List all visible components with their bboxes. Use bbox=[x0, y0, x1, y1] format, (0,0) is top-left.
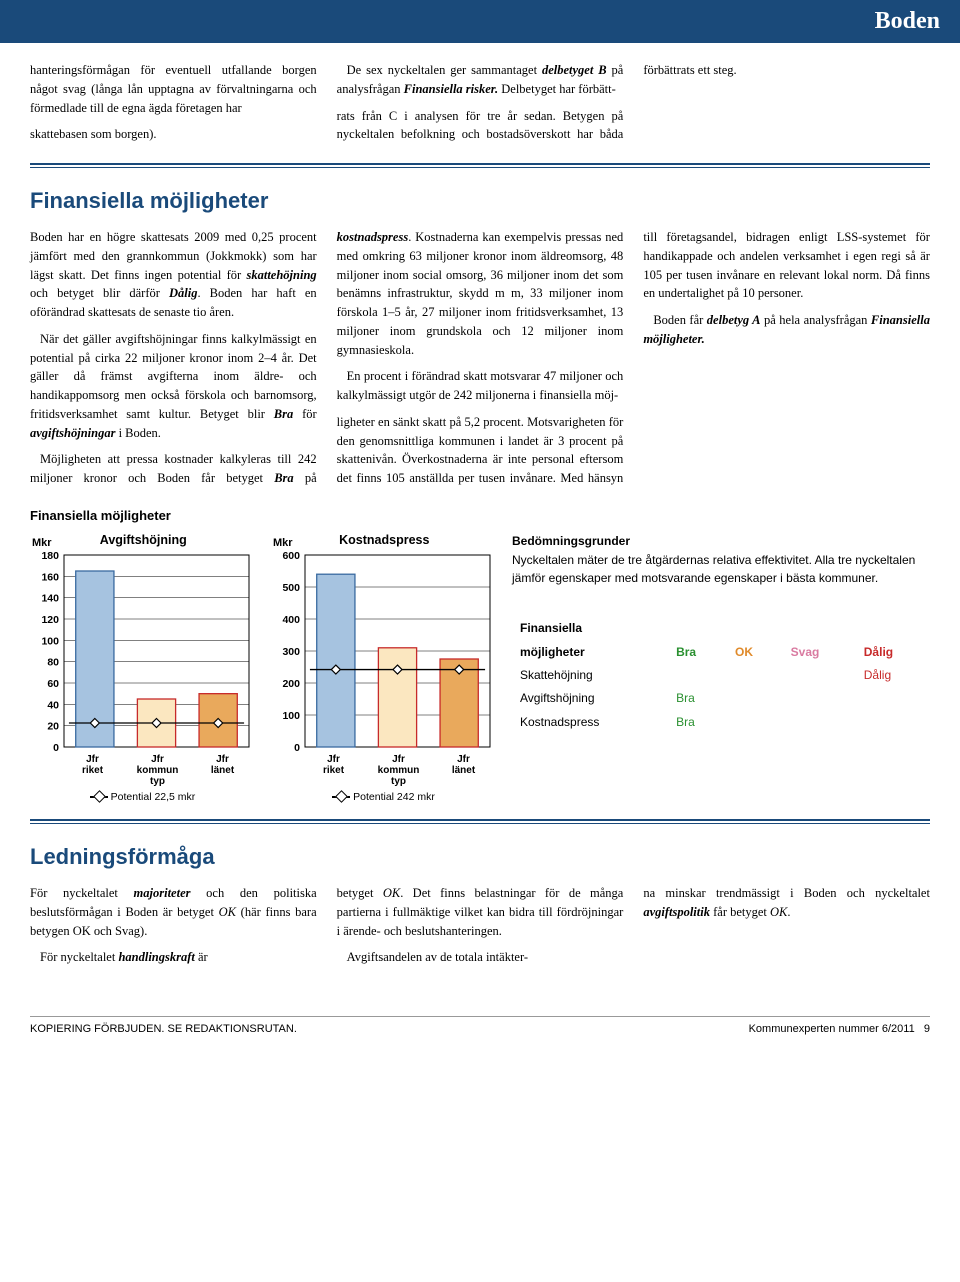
grade-table: Finansiella möjligheter Bra OK Svag Dåli… bbox=[512, 617, 930, 734]
chart2-svg: 0 100 200 300 400 500 600 bbox=[271, 551, 496, 751]
svg-text:400: 400 bbox=[282, 614, 300, 626]
svg-text:0: 0 bbox=[294, 742, 300, 751]
bedom-body: Nyckeltalen mäter de tre åtgärdernas rel… bbox=[512, 552, 930, 587]
svg-text:300: 300 bbox=[282, 646, 300, 658]
svg-text:120: 120 bbox=[41, 614, 59, 626]
chart-kostnadspress: Mkr Kostnadspress 0100200300400500600 Jf… bbox=[271, 533, 496, 803]
chart2-legend: Potential 242 mkr bbox=[271, 791, 496, 803]
finmoj-text: Boden har en högre skattesats 2009 med 0… bbox=[30, 228, 930, 488]
divider bbox=[30, 819, 930, 824]
section-title-finmoj: Finansiella möjligheter bbox=[30, 188, 930, 214]
page-title: Boden bbox=[0, 0, 960, 43]
svg-text:0: 0 bbox=[53, 742, 59, 751]
svg-text:600: 600 bbox=[282, 551, 300, 562]
intro-text: hanteringsförmågan för eventuell utfalla… bbox=[30, 61, 930, 147]
chart2-xlabels: JfrriketJfrkommuntypJfrlänet bbox=[271, 754, 496, 787]
chart1-title: Avgiftshöjning bbox=[32, 533, 255, 547]
svg-text:500: 500 bbox=[282, 582, 300, 594]
section-title-ledning: Ledningsförmåga bbox=[30, 844, 930, 870]
chart1-svg: 0 20 40 60 80 100 120 140 160 180 bbox=[30, 551, 255, 751]
chart2-title: Kostnadspress bbox=[273, 533, 496, 547]
svg-text:100: 100 bbox=[282, 710, 300, 722]
page-footer: KOPIERING FÖRBJUDEN. SE REDAKTIONSRUTAN.… bbox=[30, 1016, 930, 1035]
chart-right-panel: Bedömningsgrunder Nyckeltalen mäter de t… bbox=[512, 533, 930, 734]
svg-text:100: 100 bbox=[41, 635, 59, 647]
chart-avgiftshojning: Mkr Avgiftshöjning 020406080100120140160… bbox=[30, 533, 255, 803]
footer-left: KOPIERING FÖRBJUDEN. SE REDAKTIONSRUTAN. bbox=[30, 1023, 297, 1035]
svg-text:180: 180 bbox=[41, 551, 59, 562]
chart-block-title: Finansiella möjligheter bbox=[30, 508, 930, 523]
svg-text:160: 160 bbox=[41, 571, 59, 583]
svg-text:40: 40 bbox=[47, 699, 59, 711]
ledning-text: För nyckeltalet majoriteter och den poli… bbox=[30, 884, 930, 992]
svg-text:20: 20 bbox=[47, 721, 59, 733]
svg-text:200: 200 bbox=[282, 678, 300, 690]
svg-text:80: 80 bbox=[47, 657, 59, 669]
svg-text:140: 140 bbox=[41, 593, 59, 605]
svg-text:60: 60 bbox=[47, 678, 59, 690]
footer-right: Kommunexperten nummer 6/2011 9 bbox=[749, 1023, 930, 1035]
divider bbox=[30, 163, 930, 168]
chart-block: Finansiella möjligheter Mkr Avgiftshöjni… bbox=[30, 508, 930, 803]
bedom-title: Bedömningsgrunder bbox=[512, 533, 930, 550]
chart1-xlabels: JfrriketJfrkommuntypJfrlänet bbox=[30, 754, 255, 787]
chart1-legend: Potential 22,5 mkr bbox=[30, 791, 255, 803]
